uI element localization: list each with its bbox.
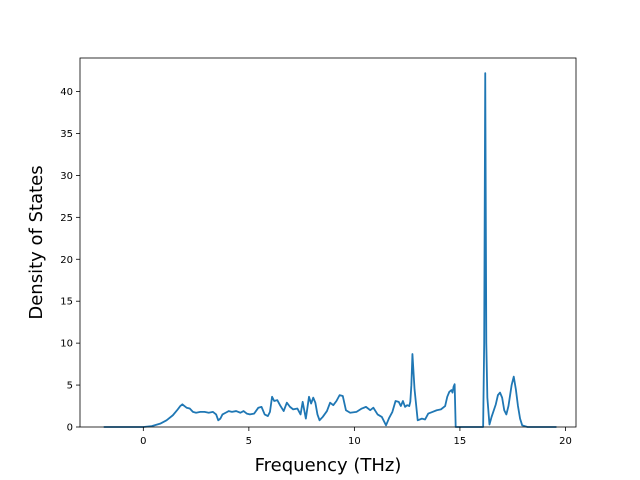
x-axis: 0 5 10 15 20 — [140, 427, 572, 447]
y-axis-label: Density of States — [26, 165, 47, 319]
plot-area — [103, 72, 557, 428]
x-axis-label: Frequency (THz) — [255, 455, 402, 476]
x-tick-label: 0 — [140, 436, 146, 447]
x-tick-label: 20 — [559, 436, 572, 447]
y-tick-label: 35 — [60, 129, 73, 140]
y-tick-label: 10 — [60, 339, 73, 350]
dos-series-line-0 — [103, 72, 557, 428]
axes-frame — [79, 57, 577, 428]
y-tick-label: 0 — [67, 423, 73, 434]
x-tick-label: 10 — [348, 436, 361, 447]
y-tick-label: 25 — [60, 213, 73, 224]
x-tick-label: 15 — [454, 436, 467, 447]
y-tick-label: 5 — [67, 381, 73, 392]
y-axis: 0 5 10 15 20 25 30 35 40 — [60, 87, 80, 434]
y-tick-label: 15 — [60, 297, 73, 308]
y-tick-label: 30 — [60, 171, 73, 182]
y-tick-label: 20 — [60, 255, 73, 266]
y-tick-label: 40 — [60, 87, 73, 98]
x-tick-label: 5 — [246, 436, 252, 447]
